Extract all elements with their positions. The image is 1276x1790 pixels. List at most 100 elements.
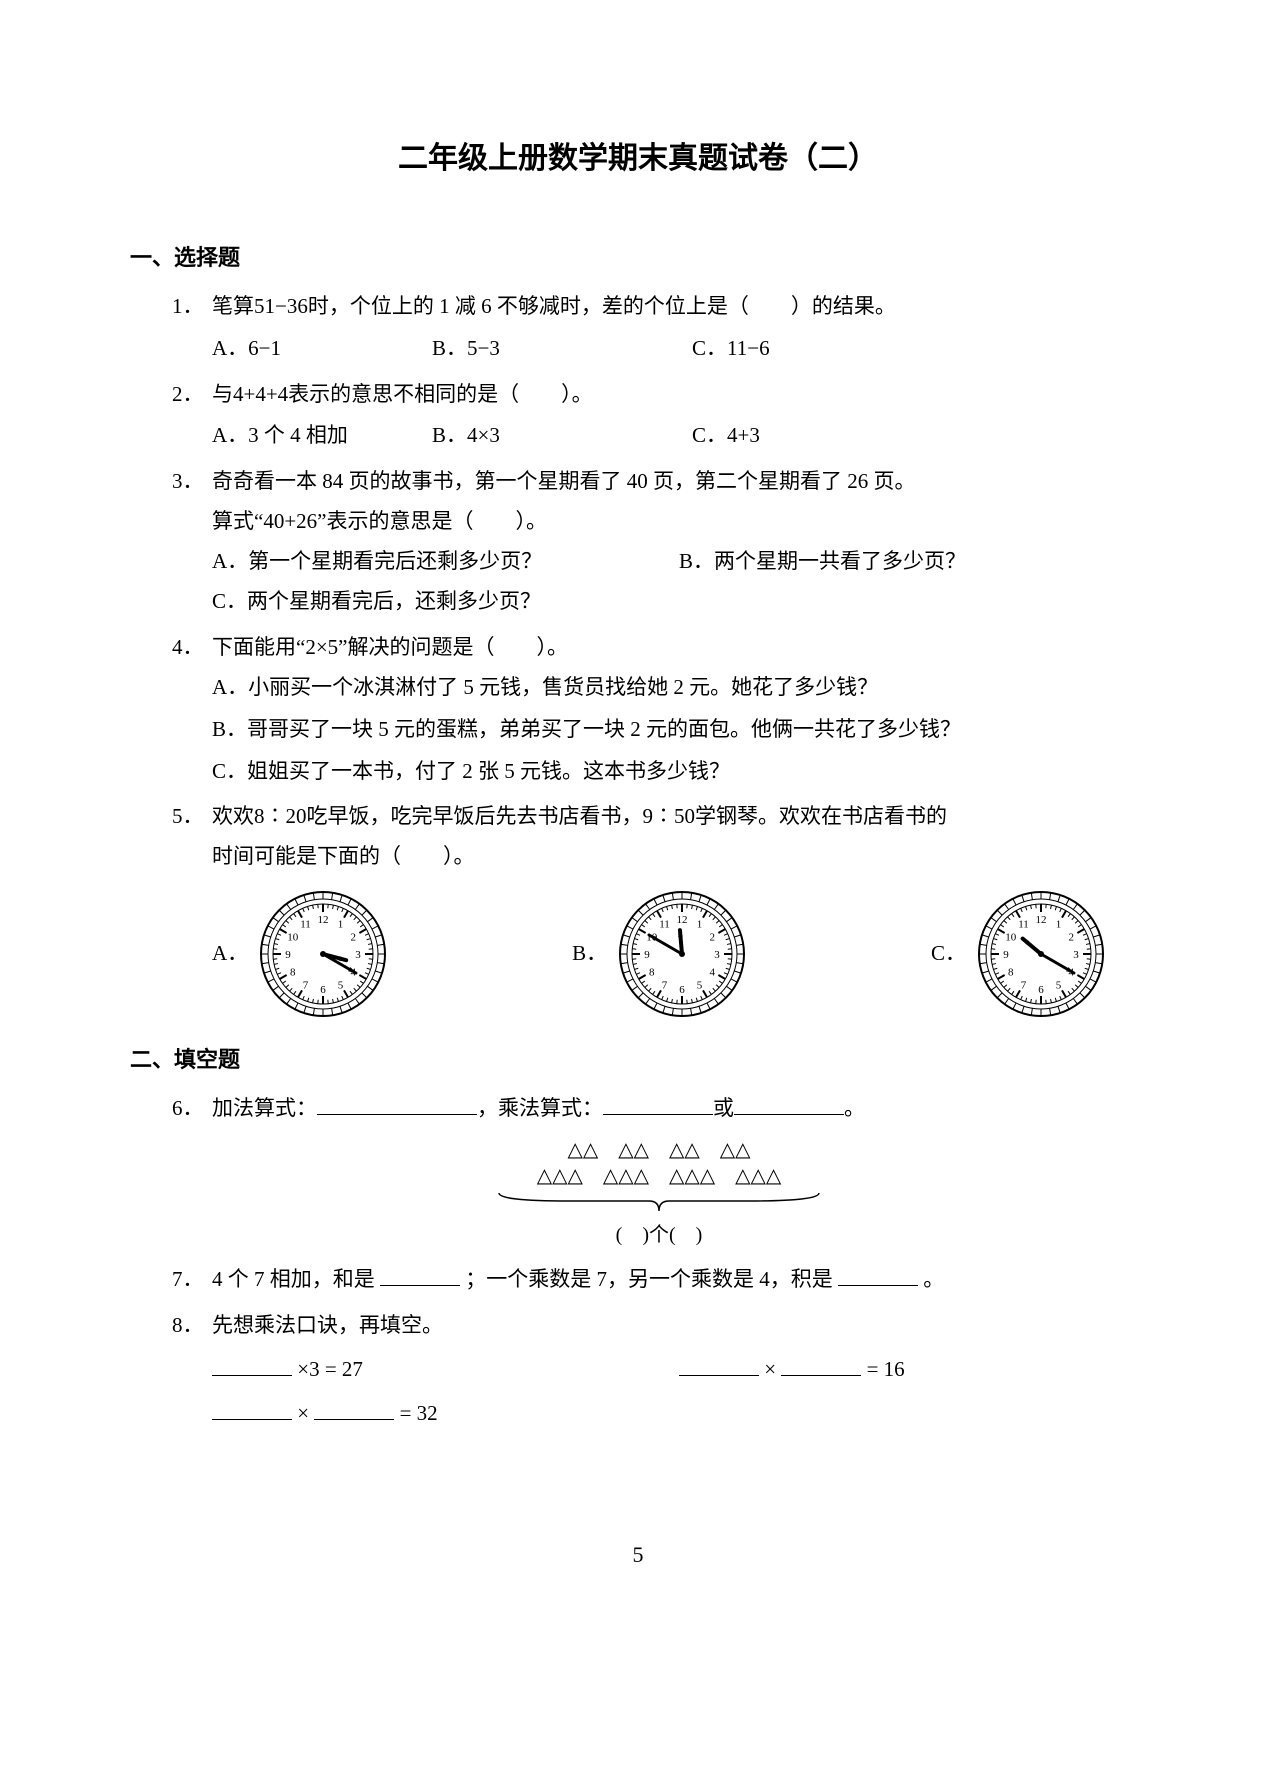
svg-text:11: 11 (300, 919, 311, 931)
question-8: 8． 先想乘法口诀，再填空。 ×3 = 27 × = 16 × = 32 (172, 1306, 1146, 1434)
svg-text:3: 3 (1073, 949, 1079, 961)
section-1-header: 一、选择题 (130, 237, 1146, 279)
q8-eq1: ×3 = 27 (212, 1350, 679, 1390)
question-1: 1． 笔算51−36时，个位上的 1 减 6 不够减时，差的个位上是（ ）的结果… (172, 287, 1146, 369)
q6-label2: ，乘法算式： (477, 1096, 603, 1120)
q3-text-line1: 奇奇看一本 84 页的故事书，第一个星期看了 40 页，第二个星期看了 26 页… (212, 469, 916, 493)
q1-option-a: A．6−1 (212, 329, 432, 369)
svg-text:12: 12 (1035, 914, 1046, 926)
svg-text:11: 11 (659, 919, 670, 931)
q1-option-c: C．11−6 (692, 329, 912, 369)
page-number: 5 (130, 1534, 1146, 1576)
brace-icon (479, 1189, 839, 1217)
q1-number: 1． (172, 287, 212, 327)
q5-option-b-label: B． (572, 934, 607, 974)
q5-option-c-label: C． (931, 934, 966, 974)
svg-text:8: 8 (290, 967, 296, 979)
svg-text:9: 9 (644, 949, 650, 961)
svg-text:9: 9 (1003, 949, 1009, 961)
svg-text:3: 3 (714, 949, 720, 961)
q7-blank1 (380, 1265, 460, 1286)
svg-text:11: 11 (1018, 919, 1029, 931)
svg-text:6: 6 (679, 984, 685, 996)
q8-number: 8． (172, 1306, 212, 1346)
q8-eq3-blank2 (314, 1399, 394, 1420)
svg-text:6: 6 (320, 984, 326, 996)
q6-blank2 (603, 1094, 713, 1115)
svg-text:7: 7 (662, 980, 668, 992)
q6-label1: 加法算式： (212, 1096, 317, 1120)
svg-text:7: 7 (1021, 980, 1027, 992)
question-5: 5． 欢欢8∶20吃早饭，吃完早饭后先去书店看书，9∶50学钢琴。欢欢在书店看书… (172, 797, 1146, 1019)
svg-text:2: 2 (351, 932, 357, 944)
question-2: 2． 与4+4+4表示的意思不相同的是（ ）。 A．3 个 4 相加 B．4×3… (172, 375, 1146, 457)
q8-eq2-blank2 (781, 1355, 861, 1376)
clock-c-icon: 123456789101112 (976, 889, 1106, 1019)
q8-eq2-end: = 16 (867, 1357, 905, 1381)
q2-option-a: A．3 个 4 相加 (212, 416, 432, 456)
q3-option-b: B．两个星期一共看了多少页？ (679, 542, 1146, 582)
svg-text:1: 1 (1056, 919, 1062, 931)
q8-eq3-times: × (297, 1401, 309, 1425)
section-2-header: 二、填空题 (130, 1039, 1146, 1081)
svg-text:2: 2 (1069, 932, 1075, 944)
q2-number: 2． (172, 375, 212, 415)
q7-blank2 (838, 1265, 918, 1286)
svg-text:10: 10 (1005, 932, 1017, 944)
q7-text1: 4 个 7 相加，和是 (212, 1267, 375, 1291)
q6-label3: 或 (713, 1096, 734, 1120)
question-4: 4． 下面能用“2×5”解决的问题是（ ）。 A．小丽买一个冰淇淋付了 5 元钱… (172, 628, 1146, 792)
q6-blank3 (734, 1094, 844, 1115)
q8-eq2-times: × (764, 1357, 776, 1381)
q1-text: 笔算51−36时，个位上的 1 减 6 不够减时，差的个位上是（ ）的结果。 (212, 287, 1146, 327)
q8-eq3-blank1 (212, 1399, 292, 1420)
q6-label4: 。 (844, 1096, 865, 1120)
svg-text:5: 5 (1056, 980, 1062, 992)
q8-eq3-end: = 32 (400, 1401, 438, 1425)
q2-option-b: B．4×3 (432, 416, 692, 456)
question-6: 6． 加法算式： ，乘法算式： 或 。 △△△△△△△△ △△△△△△△△△△△△ (… (172, 1089, 1146, 1248)
svg-text:5: 5 (338, 980, 344, 992)
q6-bottom-label: ( )个( ) (172, 1222, 1146, 1248)
q4-number: 4． (172, 628, 212, 668)
q3-number: 3． (172, 462, 212, 502)
svg-text:2: 2 (710, 932, 716, 944)
q4-option-a: A．小丽买一个冰淇淋付了 5 元钱，售货员找给她 2 元。她花了多少钱？ (212, 668, 1146, 708)
q6-number: 6． (172, 1089, 212, 1129)
svg-text:8: 8 (1008, 967, 1014, 979)
svg-text:12: 12 (677, 914, 688, 926)
question-3: 3． 奇奇看一本 84 页的故事书，第一个星期看了 40 页，第二个星期看了 2… (172, 462, 1146, 622)
question-7: 7． 4 个 7 相加，和是 ；一个乘数是 7，另一个乘数是 4，积是 。 (172, 1260, 1146, 1300)
svg-text:7: 7 (303, 980, 309, 992)
q7-number: 7． (172, 1260, 212, 1300)
page-title: 二年级上册数学期末真题试卷（二） (130, 130, 1146, 187)
q2-text: 与4+4+4表示的意思不相同的是（ ）。 (212, 375, 1146, 415)
q4-text: 下面能用“2×5”解决的问题是（ ）。 (212, 628, 1146, 668)
svg-text:9: 9 (285, 949, 291, 961)
q8-eq2: × = 16 (679, 1350, 1146, 1390)
svg-text:10: 10 (287, 932, 299, 944)
q8-eq1-text: ×3 = 27 (297, 1357, 363, 1381)
triangles-figure: △△△△△△△△ △△△△△△△△△△△△ ( )个( ) (172, 1137, 1146, 1248)
q3-text-line2: 算式“40+26”表示的意思是（ ）。 (212, 509, 547, 533)
svg-text:1: 1 (697, 919, 703, 931)
svg-text:5: 5 (697, 980, 703, 992)
q5-number: 5． (172, 797, 212, 837)
svg-text:12: 12 (318, 914, 329, 926)
q8-eq3: × = 32 (212, 1394, 679, 1434)
q7-text3: 。 (923, 1267, 944, 1291)
q5-option-a-label: A． (212, 934, 248, 974)
q2-option-c: C．4+3 (692, 416, 912, 456)
clock-b-icon: 123456789101112 (617, 889, 747, 1019)
q5-clock-b: B． 123456789101112 (572, 889, 747, 1019)
q6-blank1 (317, 1094, 477, 1115)
q3-option-a: A．第一个星期看完后还剩多少页？ (212, 542, 679, 582)
q8-eq2-blank1 (679, 1355, 759, 1376)
svg-text:4: 4 (710, 967, 716, 979)
q3-option-c: C．两个星期看完后，还剩多少页？ (212, 582, 679, 622)
svg-text:1: 1 (338, 919, 344, 931)
q1-option-b: B．5−3 (432, 329, 692, 369)
q7-text2: ；一个乘数是 7，另一个乘数是 4，积是 (465, 1267, 833, 1291)
svg-text:3: 3 (355, 949, 361, 961)
q5-text-line1: 欢欢8∶20吃早饭，吃完早饭后先去书店看书，9∶50学钢琴。欢欢在书店看书的 (212, 804, 947, 828)
